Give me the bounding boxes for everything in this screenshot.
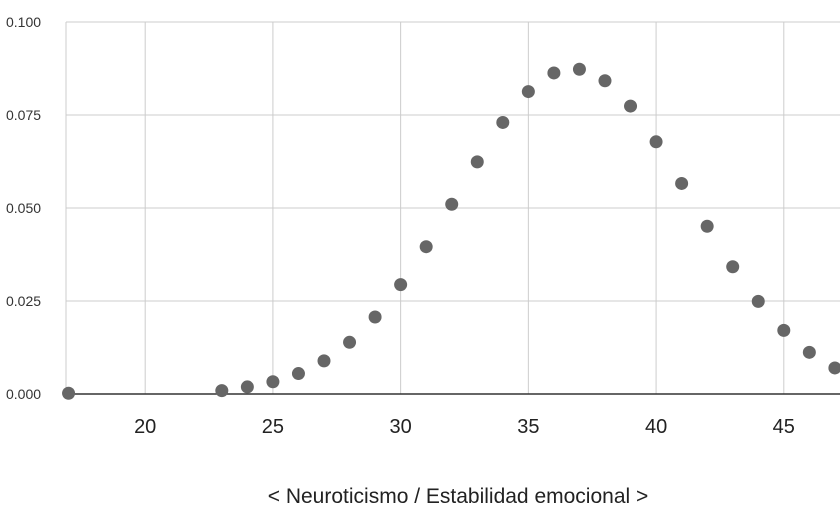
x-tick-label: 45	[773, 416, 795, 438]
data-point	[240, 380, 254, 394]
x-axis-label: < Neuroticismo / Estabilidad emocional >	[268, 485, 649, 506]
x-tick-label: 35	[517, 416, 539, 438]
data-point	[394, 278, 408, 292]
data-point	[624, 99, 638, 113]
data-point	[777, 323, 791, 337]
data-point	[317, 354, 331, 368]
y-tick-label: 0.025	[6, 293, 41, 309]
data-point	[62, 386, 76, 400]
data-point	[598, 74, 612, 88]
y-tick-label: 0.000	[6, 386, 41, 402]
data-point	[266, 375, 280, 389]
y-tick-label: 0.100	[6, 14, 41, 30]
tick-labels: 0.000 0.025 0.050 0.075 0.100 20 25 30 35 40 45	[6, 14, 795, 438]
y-tick-label: 0.050	[6, 200, 41, 216]
data-point	[291, 367, 305, 381]
data-points	[62, 62, 840, 400]
data-point	[343, 335, 357, 349]
data-point	[521, 85, 535, 99]
data-point	[675, 176, 689, 190]
x-tick-label: 30	[390, 416, 412, 438]
y-tick-label: 0.075	[6, 107, 41, 123]
data-point	[572, 62, 586, 76]
data-point	[470, 155, 484, 169]
data-point	[496, 115, 510, 129]
data-point	[828, 361, 840, 375]
data-point	[649, 135, 663, 149]
x-tick-label: 40	[645, 416, 667, 438]
data-point	[726, 260, 740, 274]
data-point	[368, 310, 382, 324]
data-point	[215, 384, 229, 398]
data-point	[419, 240, 433, 254]
data-point	[700, 219, 714, 233]
data-point	[547, 66, 561, 80]
data-point	[802, 345, 816, 359]
data-point	[751, 294, 765, 308]
x-tick-label: 20	[134, 416, 156, 438]
data-point	[445, 197, 459, 211]
x-tick-label: 25	[262, 416, 284, 438]
